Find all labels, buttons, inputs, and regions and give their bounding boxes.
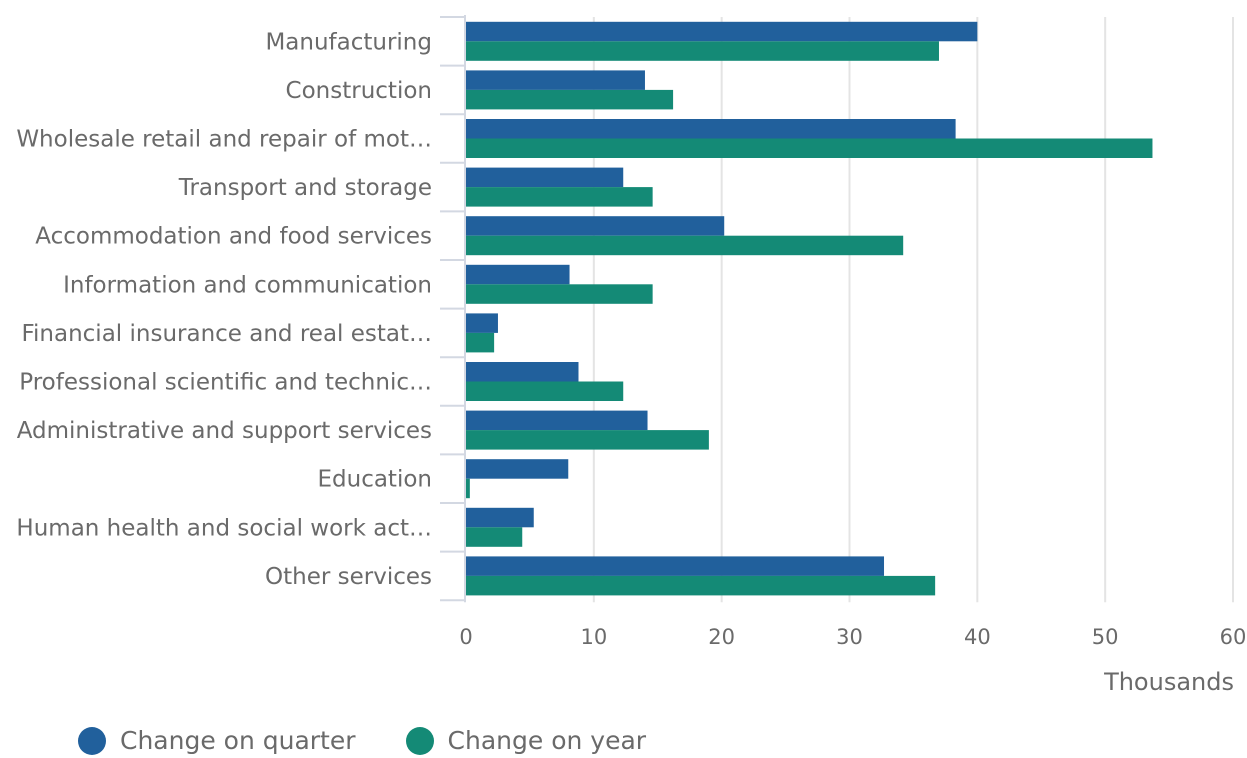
bars — [466, 21, 1153, 596]
x-tick-label: 50 — [1092, 625, 1119, 649]
category-labels: Manufacturing Construction Wholesale retai… — [16, 29, 432, 590]
x-tick-label: 30 — [836, 625, 863, 649]
bar-year-10 — [466, 527, 523, 547]
category-label: Accommodation and food services — [35, 224, 432, 250]
category-label: Transport and storage — [178, 175, 432, 201]
bar-year-4 — [466, 235, 904, 256]
category-label: Education — [317, 467, 432, 493]
bar-year-6 — [466, 332, 495, 353]
category-label: Wholesale retail and repair of mot… — [16, 127, 432, 153]
category-label: Administrative and support services — [17, 418, 432, 444]
x-tick-label: 0 — [459, 625, 472, 649]
x-tick-label: 20 — [708, 625, 735, 649]
legend-swatch-year — [405, 726, 434, 755]
bar-chart: Manufacturing Construction Wholesale retai… — [16, 15, 1246, 696]
bar-quarter-9 — [466, 459, 569, 479]
bar-quarter-0 — [466, 21, 978, 42]
bar-year-5 — [466, 284, 653, 304]
bar-year-1 — [466, 89, 674, 110]
category-label: Information and communication — [63, 272, 432, 298]
legend: Change on quarter Change on year — [78, 726, 696, 755]
bar-quarter-3 — [466, 167, 624, 188]
bar-year-9 — [466, 478, 470, 499]
category-label: Human health and social work act… — [16, 515, 432, 541]
bar-year-11 — [466, 575, 936, 596]
bar-year-2 — [466, 138, 1153, 158]
bar-year-7 — [466, 381, 624, 401]
bar-quarter-11 — [466, 556, 885, 576]
bar-year-3 — [466, 187, 653, 207]
bar-quarter-7 — [466, 362, 579, 382]
bar-year-8 — [466, 430, 709, 450]
bar-quarter-1 — [466, 70, 645, 90]
x-tick-labels: 0 10 20 30 40 50 60 — [459, 625, 1246, 649]
y-axis — [440, 15, 466, 603]
bar-quarter-4 — [466, 216, 725, 236]
legend-swatch-quarter — [78, 726, 106, 755]
x-tick-label: 40 — [964, 625, 991, 649]
legend-item-year: Change on year — [405, 726, 647, 755]
bar-quarter-8 — [466, 410, 648, 431]
bar-year-0 — [466, 41, 939, 61]
bar-quarter-5 — [466, 264, 570, 285]
category-label: Financial insurance and real estat… — [21, 321, 432, 347]
category-label: Other services — [265, 564, 432, 590]
legend-item-quarter: Change on quarter — [78, 726, 356, 755]
category-label: Professional scientific and technic… — [19, 370, 432, 396]
legend-label-quarter: Change on quarter — [120, 726, 356, 755]
bar-quarter-10 — [466, 507, 534, 528]
x-tick-label: 10 — [580, 625, 607, 649]
bar-quarter-2 — [466, 119, 956, 139]
category-label: Manufacturing — [265, 29, 432, 55]
legend-label-year: Change on year — [447, 726, 647, 755]
category-label: Construction — [286, 78, 432, 104]
x-axis-title: Thousands — [1103, 668, 1234, 696]
x-tick-label: 60 — [1220, 625, 1247, 649]
gridlines — [592, 17, 1234, 603]
bar-quarter-6 — [466, 313, 498, 333]
